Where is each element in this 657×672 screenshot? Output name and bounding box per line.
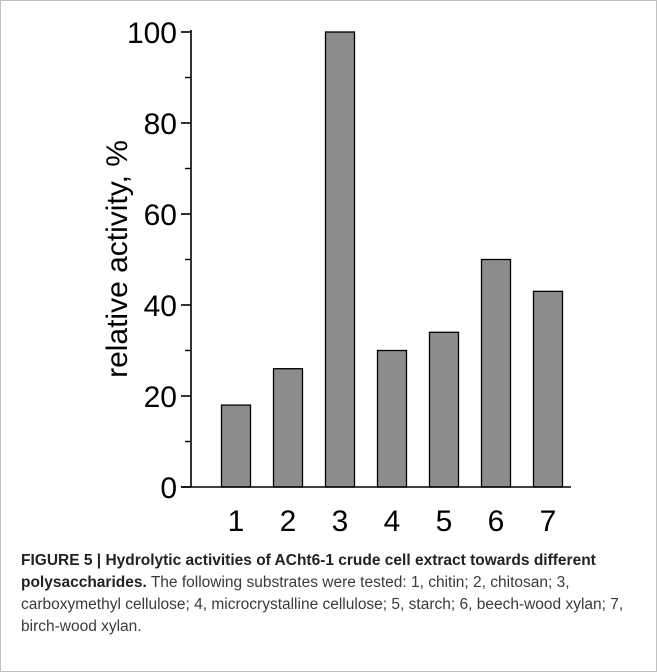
bar-6: [480, 258, 512, 488]
x-tick-label-5: 5: [436, 505, 453, 538]
y-axis-title: relative activity, %: [101, 140, 134, 378]
caption-body: The following substrates were tested: 1,…: [21, 574, 624, 635]
y-tick-label: 20: [144, 381, 177, 414]
y-tick-label: 100: [127, 17, 177, 50]
figure-caption: FIGURE 5 | Hydrolytic activities of ACht…: [21, 550, 641, 638]
bar-chart: 0 20 40 60 80 100 1 2 3 4 5 6 7 relative activity, %: [101, 17, 571, 538]
bar-5: [428, 331, 460, 488]
x-tick-label-6: 6: [488, 505, 505, 538]
x-tick-label-2: 2: [280, 505, 297, 538]
y-tick-label: 60: [144, 199, 177, 232]
bar-7: [532, 290, 564, 488]
caption-title: Hydrolytic activities of ACht6-1 crude c…: [21, 552, 596, 591]
y-tick-label: 0: [160, 472, 177, 505]
x-tick-label-1: 1: [228, 505, 245, 538]
y-tick-label: 40: [144, 290, 177, 323]
x-tick-label-7: 7: [540, 505, 557, 538]
caption-figure-label: FIGURE 5 |: [21, 552, 106, 569]
bar-1: [220, 404, 252, 488]
bar-4: [376, 349, 408, 488]
x-tick-label-3: 3: [332, 505, 349, 538]
bar-2: [272, 368, 304, 488]
x-tick-label-4: 4: [384, 505, 401, 538]
bar-3: [324, 31, 356, 488]
y-tick-label: 80: [144, 108, 177, 141]
